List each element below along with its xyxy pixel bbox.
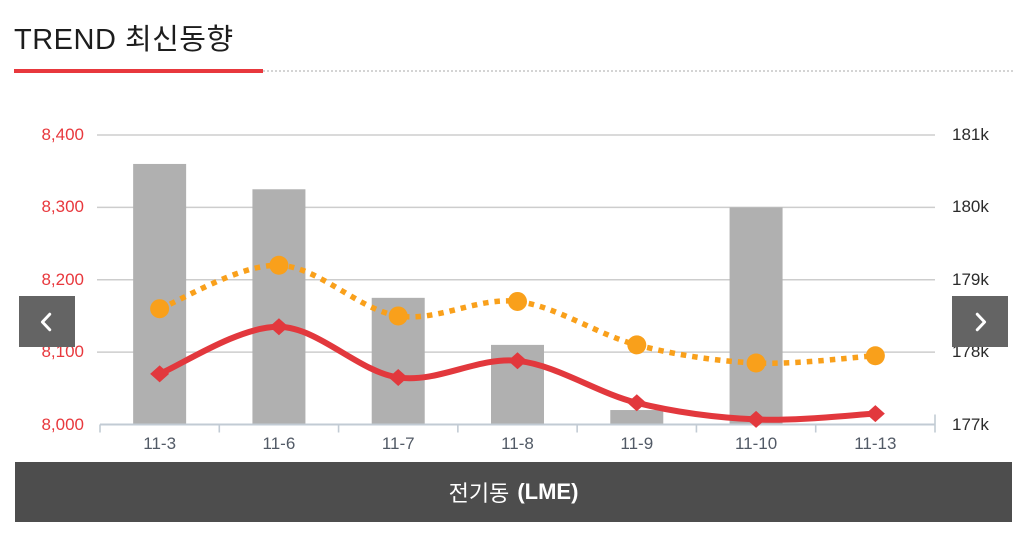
x-axis-label: 11-7 xyxy=(381,434,415,453)
y-axis-left-label: 8,200 xyxy=(41,269,84,289)
bar xyxy=(729,207,783,425)
next-button[interactable] xyxy=(952,296,1008,347)
chevron-right-icon xyxy=(975,312,987,331)
x-axis-label: 11-13 xyxy=(854,434,897,453)
solid-line-series-marker xyxy=(388,368,408,386)
solid-line-series-marker xyxy=(508,352,527,370)
x-axis-label: 11-8 xyxy=(501,434,534,453)
x-axis-label: 11-9 xyxy=(620,434,654,453)
x-axis-label: 11-6 xyxy=(262,434,296,453)
dotted-line-series-marker xyxy=(269,255,289,275)
title-underline-accent xyxy=(14,68,263,73)
x-axis-label: 11-10 xyxy=(734,434,778,453)
title-divider xyxy=(14,68,1013,73)
y-axis-left-label: 8,300 xyxy=(41,197,84,217)
chart-caption-bar: 전기동 (LME) xyxy=(15,462,1012,522)
prev-button[interactable] xyxy=(19,296,75,347)
solid-line-series-marker xyxy=(150,365,170,383)
y-axis-right-label: 181k xyxy=(952,125,989,144)
dotted-line-series-marker xyxy=(388,306,408,326)
dotted-line-series-marker xyxy=(508,291,527,311)
y-axis-right-label: 179k xyxy=(952,269,989,289)
dotted-line-series-marker xyxy=(746,353,766,373)
bar xyxy=(252,189,306,425)
bar xyxy=(610,410,664,425)
dotted-line-series-marker xyxy=(865,346,885,366)
title-underline-dotted xyxy=(263,69,1013,72)
y-axis-left-label: 8,000 xyxy=(41,414,84,434)
page-title: TREND 최신동향 xyxy=(14,24,234,56)
bar xyxy=(133,163,187,425)
caption-commodity-name: 전기동 xyxy=(448,481,510,506)
caption-exchange-name: (LME) xyxy=(517,479,579,504)
x-axis-label: 11-3 xyxy=(143,434,177,453)
solid-line-series-marker xyxy=(865,405,885,423)
y-axis-right-label: 180k xyxy=(952,197,989,217)
dotted-line-series-marker xyxy=(627,335,647,355)
y-axis-left-label: 8,400 xyxy=(41,125,84,144)
chevron-left-icon xyxy=(40,312,52,331)
solid-line-series-marker xyxy=(746,410,766,428)
dotted-line-series-marker xyxy=(150,299,170,319)
y-axis-right-label: 177k xyxy=(952,414,989,434)
solid-line-series-marker xyxy=(269,318,289,336)
solid-line-series-marker xyxy=(627,394,647,412)
